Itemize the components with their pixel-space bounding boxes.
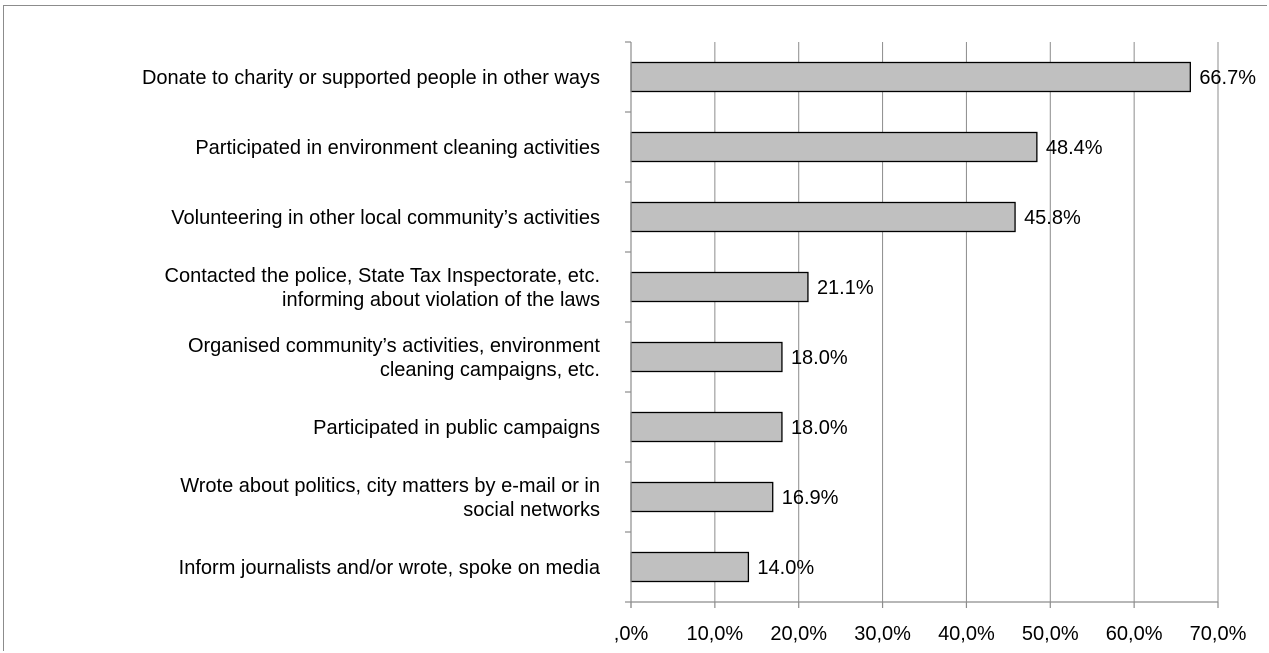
- x-tick-label: 10,0%: [686, 623, 743, 645]
- bar: [630, 271, 809, 303]
- x-tick-label: 30,0%: [854, 623, 911, 645]
- category-label: Participated in environment cleaning act…: [195, 137, 600, 159]
- bar-value-label: 14.0%: [757, 557, 814, 579]
- category-label: Organised community’s activities, enviro…: [188, 335, 600, 357]
- category-label: Volunteering in other local community’s …: [171, 207, 600, 229]
- category-label: Donate to charity or supported people in…: [142, 67, 600, 89]
- x-tick-label: 40,0%: [938, 623, 995, 645]
- bar-value-label: 21.1%: [817, 277, 874, 299]
- gridlines: [714, 42, 1219, 602]
- x-tick-label: 20,0%: [770, 623, 827, 645]
- x-tick-label: 50,0%: [1022, 623, 1079, 645]
- category-label: cleaning campaigns, etc.: [380, 359, 600, 381]
- bar: [630, 551, 750, 583]
- category-label: Participated in public campaigns: [313, 417, 600, 439]
- bar: [630, 481, 774, 513]
- bar-value-label: 18.0%: [791, 417, 848, 439]
- category-label: Wrote about politics, city matters by e-…: [180, 475, 600, 497]
- bar-value-label: 66.7%: [1199, 67, 1256, 89]
- axes: [625, 41, 1219, 608]
- x-tick-label: 60,0%: [1106, 623, 1163, 645]
- category-label: informing about violation of the laws: [282, 289, 600, 311]
- bars: [630, 61, 1191, 583]
- x-tick-labels: ,0% 10,0% 20,0% 30,0% 40,0% 50,0% 60,0% 70,0%: [614, 623, 1247, 645]
- chart-frame: [3, 5, 1267, 651]
- bar: [630, 201, 1016, 233]
- category-label: social networks: [463, 499, 600, 521]
- bar-value-label: 48.4%: [1046, 137, 1103, 159]
- category-labels: Donate to charity or supported people in…: [142, 67, 601, 579]
- bar-value-label: 18.0%: [791, 347, 848, 369]
- x-tick-label: ,0%: [614, 623, 649, 645]
- bar: [630, 131, 1038, 163]
- value-labels: 66.7% 48.4% 45.8% 21.1% 18.0% 18.0% 16.9% 14.0%: [757, 67, 1256, 579]
- bar-value-label: 45.8%: [1024, 207, 1081, 229]
- bar: [630, 341, 783, 373]
- bar: [630, 61, 1191, 93]
- category-label: Contacted the police, State Tax Inspecto…: [165, 265, 600, 287]
- x-tick-label: 70,0%: [1190, 623, 1247, 645]
- category-label: Inform journalists and/or wrote, spoke o…: [179, 557, 601, 579]
- bar-value-label: 16.9%: [782, 487, 839, 509]
- bar: [630, 411, 783, 443]
